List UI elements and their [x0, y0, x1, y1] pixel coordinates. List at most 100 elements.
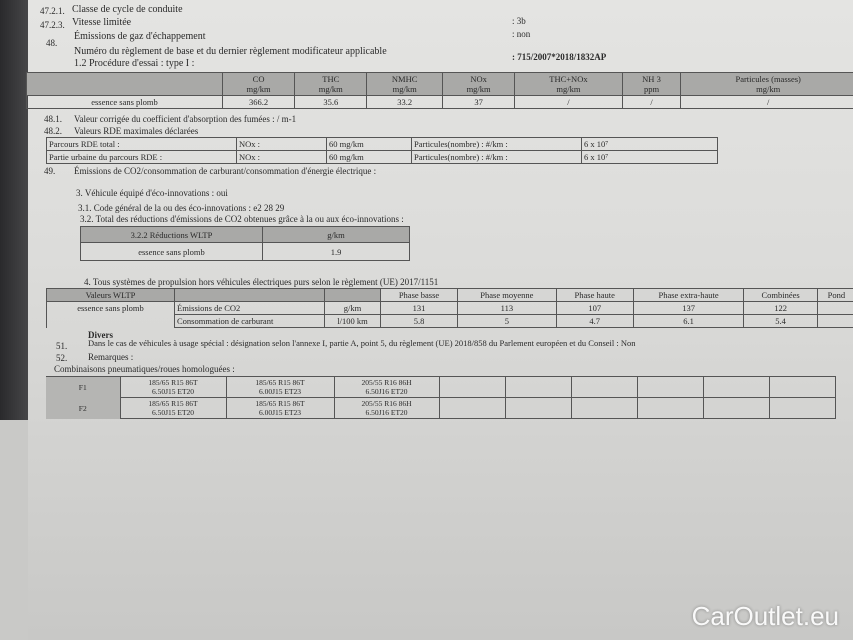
cell: 185/65 R15 86T 6.50J15 ET20: [119, 376, 227, 398]
cell: [702, 376, 770, 398]
cell: 131: [379, 301, 459, 315]
item-value: : 3b: [512, 16, 526, 26]
cell: essence sans plomb: [26, 95, 223, 109]
cell: [570, 397, 638, 419]
cell: essence sans plomb: [80, 242, 263, 261]
cell: 1.9: [262, 242, 410, 261]
item-label: Numéro du règlement de base et du dernie…: [74, 46, 387, 57]
eco-line: 3.2. Total des réductions d'émissions de…: [80, 214, 404, 224]
header-cell: NOx mg/km: [442, 72, 516, 96]
item-num: 52.: [56, 353, 68, 363]
cell: 185/65 R15 86T 6.00J15 ET23: [225, 397, 335, 419]
item-value: : non: [512, 29, 531, 39]
wltp-table: Valeurs WLTP Phase basse Phase moyenne Phas…: [46, 288, 853, 328]
item-num: 48.2.: [44, 126, 62, 136]
item-num: 48.: [46, 38, 58, 48]
item-text: Valeur corrigée du coefficient d'absorpt…: [74, 114, 297, 124]
header-cell: Combinées: [743, 288, 818, 302]
cell: /: [680, 95, 853, 109]
cell: Consommation de carburant: [174, 314, 325, 328]
cell: [504, 376, 572, 398]
header-cell: NMHC mg/km: [366, 72, 444, 96]
cell: 205/55 R16 86H 6.50J16 ET20: [333, 376, 440, 398]
item-label: Classe de cycle de conduite: [72, 4, 183, 15]
cell: 5: [457, 314, 557, 328]
item-label: Émissions de gaz d'échappement: [74, 31, 206, 42]
cell: 60 mg/km: [326, 150, 412, 164]
tyres-table: F1 185/65 R15 86T 6.50J15 ET20 185/65 R15 …: [46, 376, 837, 419]
cell: F1: [46, 376, 120, 398]
cell: /: [621, 95, 682, 109]
header-cell: CO mg/km: [221, 72, 296, 96]
header-cell: Phase extra-haute: [632, 288, 745, 302]
cell: 37: [442, 95, 516, 109]
cell: [702, 397, 770, 419]
item-num: 48.1.: [44, 114, 62, 124]
cell: [636, 397, 704, 419]
header-cell: Particules (masses) mg/km: [680, 72, 853, 96]
cell: 33.2: [366, 95, 444, 109]
header-cell: THC mg/km: [294, 72, 368, 96]
background-edge: [0, 0, 32, 420]
divers-heading: Divers: [88, 330, 113, 340]
header-cell: Phase moyenne: [457, 288, 557, 302]
header-cell: 3.2.2 Réductions WLTP: [80, 226, 263, 243]
header-cell: NH 3 ppm: [621, 72, 682, 96]
item-label: Vitesse limitée: [72, 17, 132, 28]
cell: [438, 397, 506, 419]
header-cell: Phase basse: [379, 288, 459, 302]
eco-line: 3.1. Code général de la ou des éco-innov…: [78, 203, 285, 213]
header-cell: THC+NOx mg/km: [514, 72, 623, 96]
cell: 366.2: [221, 95, 296, 109]
item-label: 1.2 Procédure d'essai : type I :: [74, 58, 195, 69]
cell: 185/65 R15 86T 6.00J15 ET23: [225, 376, 335, 398]
cell: 185/65 R15 86T 6.50J15 ET20: [119, 397, 227, 419]
item-value: : 715/2007*2018/1832AP: [512, 52, 607, 62]
cell: Particules(nombre) : #/km :: [411, 150, 582, 164]
cell: 205/55 R16 86H 6.50J16 ET20: [333, 397, 440, 419]
cell: [636, 376, 704, 398]
cell: 4.7: [555, 314, 634, 328]
cell: Émissions de CO2: [174, 301, 325, 315]
item-num: 49.: [44, 166, 56, 176]
cell: [768, 397, 837, 419]
cell: Parcours RDE total :: [46, 137, 237, 151]
cell: g/km: [324, 301, 381, 315]
wltp-title: 4. Tous systèmes de propulsion hors véhi…: [84, 277, 439, 287]
cell: 5.8: [379, 314, 459, 328]
cell: 5.4: [743, 314, 818, 328]
item-text: Dans le cas de véhicules à usage spécial…: [88, 338, 636, 348]
item-num: 47.2.1.: [40, 6, 65, 16]
cell: [438, 376, 506, 398]
cell: 6 x 10⁷: [581, 150, 718, 164]
cell: [816, 301, 853, 315]
cell: 6 x 10⁷: [581, 137, 718, 151]
watermark-logo: CarOutlet.eu: [691, 601, 839, 631]
cell: /: [514, 95, 623, 109]
cell: 122: [743, 301, 818, 315]
item-text: Remarques :: [88, 352, 134, 362]
cell: essence sans plomb: [46, 301, 175, 328]
tyres-title: Combinaisons pneumatiques/roues homologu…: [54, 364, 235, 374]
cell: [504, 397, 572, 419]
header-cell: [324, 288, 381, 302]
header-cell: Phase haute: [555, 288, 634, 302]
header-cell: Valeurs WLTP: [46, 288, 175, 302]
cell: Partie urbaine du parcours RDE :: [46, 150, 237, 164]
cell: 137: [632, 301, 745, 315]
cell: 60 mg/km: [326, 137, 412, 151]
item-num: 51.: [56, 341, 68, 351]
cell: 107: [555, 301, 634, 315]
cell: Particules(nombre) : #/km :: [411, 137, 582, 151]
cell: 113: [457, 301, 557, 315]
eco-line: 3. Véhicule équipé d'éco-innovations : o…: [76, 188, 228, 198]
cell: [816, 314, 853, 328]
cell: l/100 km: [324, 314, 381, 328]
item-text: Émissions de CO2/consommation de carbura…: [74, 166, 377, 176]
cell: 35.6: [294, 95, 368, 109]
header-cell: [174, 288, 325, 302]
cell: [768, 376, 837, 398]
cell: 6.1: [632, 314, 745, 328]
cell: NOx :: [236, 150, 327, 164]
rde-table: Parcours RDE total : NOx :60 mg/km Particu…: [46, 137, 718, 164]
